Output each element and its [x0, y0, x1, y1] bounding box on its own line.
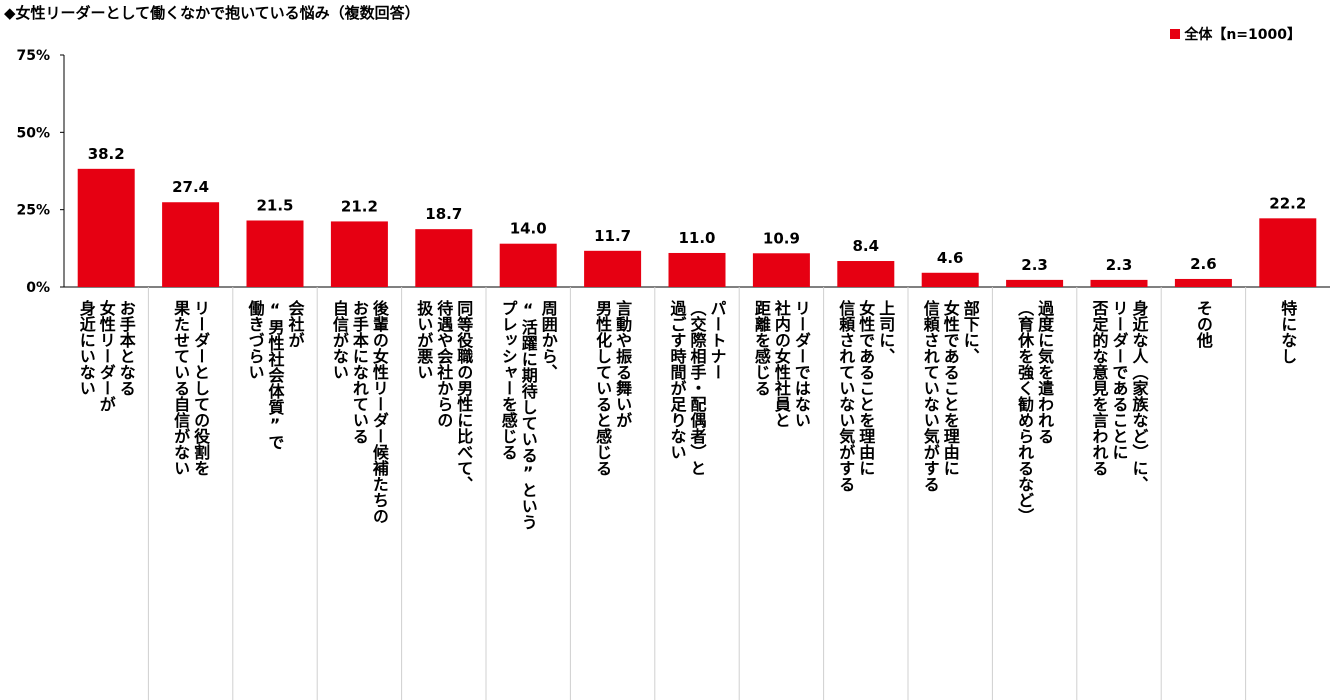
category-label: 女性リーダーが	[97, 299, 116, 412]
category-label: 言動や振る舞いが	[613, 299, 632, 428]
bar	[415, 229, 473, 287]
data-label: 11.0	[678, 229, 715, 247]
data-label: 2.6	[1190, 255, 1217, 273]
y-tick-label: 0%	[26, 280, 50, 296]
category-label: 距離を感じる	[752, 300, 771, 396]
category-label: 特になし	[1278, 299, 1297, 364]
data-label: 14.0	[510, 220, 547, 238]
data-label: 4.6	[937, 249, 964, 267]
data-label: 10.9	[763, 229, 800, 247]
y-tick-label: 25%	[16, 203, 50, 219]
bar	[837, 261, 895, 287]
category-label: 働きづらい	[246, 299, 266, 380]
bar	[584, 250, 642, 287]
category-label: 男性化していると感じる	[593, 300, 612, 476]
category-label: 待遇や会社からの	[434, 299, 454, 428]
category-label: その他	[1194, 300, 1214, 349]
category-label: リーダーとしての役割を	[191, 300, 210, 476]
chart-title: ◆女性リーダーとして働くなかで抱いている悩み（複数回答）	[4, 4, 420, 22]
category-label: 否定的な意見を言われる	[1090, 300, 1110, 476]
data-label: 27.4	[172, 178, 209, 196]
category-label: パートナー	[708, 300, 727, 380]
y-tick-label: 75%	[16, 48, 50, 64]
category-label: （交際相手・配偶者）と	[688, 300, 708, 476]
bar	[1174, 278, 1232, 287]
category-label: リーダーであることに	[1110, 300, 1129, 460]
category-label: 扱いが悪い	[414, 299, 433, 380]
data-label: 8.4	[853, 237, 880, 255]
bar	[330, 221, 388, 287]
category-label: 部下に、	[961, 299, 980, 364]
bar	[246, 220, 304, 287]
category-label: “活躍に期待している”という	[519, 300, 538, 530]
legend-label: 全体【n=1000】	[1184, 27, 1301, 43]
category-label: リーダーではない	[792, 300, 811, 428]
category-label: プレッシャーを感じる	[499, 299, 518, 460]
legend: 全体【n=1000】	[1170, 24, 1301, 44]
category-label: 自信がない	[330, 299, 349, 380]
bar	[499, 243, 557, 287]
category-label: 過度に気を遣われる	[1035, 300, 1055, 444]
category-label: お手本となる	[117, 300, 136, 396]
category-label: 信頼されていない気がする	[836, 299, 855, 492]
category-label: 社内の女性社員と	[772, 299, 792, 428]
category-label: お手本になれている	[350, 300, 369, 444]
category-label: “男性社会体質”で	[266, 300, 286, 450]
data-label: 2.3	[1021, 256, 1048, 274]
bar	[1090, 279, 1148, 287]
category-label: 後輩の女性リーダー候補たちの	[370, 299, 390, 524]
category-label: 同等役職の男性に比べて、	[454, 300, 474, 492]
data-label: 11.7	[594, 227, 631, 245]
category-label: 女性であることを理由に	[941, 299, 960, 476]
category-label: 身近な人（家族など）に、	[1130, 299, 1149, 492]
category-label: 女性であることを理由に	[856, 299, 875, 476]
data-label: 22.2	[1269, 194, 1306, 212]
category-label: 過ごす時間が足りない	[668, 300, 688, 460]
category-label: 会社が	[286, 299, 306, 348]
data-label: 2.3	[1106, 256, 1133, 274]
bar	[752, 253, 810, 287]
bar	[921, 272, 979, 287]
category-label: 信頼されていない気がする	[921, 299, 940, 492]
bar	[1259, 218, 1317, 287]
category-label: （育休を強く勧められるなど）	[1015, 300, 1035, 524]
data-label: 38.2	[88, 145, 125, 163]
legend-swatch	[1170, 29, 1181, 39]
bar	[668, 252, 726, 287]
category-label: 上司に、	[876, 300, 895, 364]
bar	[162, 202, 220, 287]
y-tick-label: 50%	[16, 125, 50, 141]
data-label: 18.7	[425, 205, 462, 223]
data-label: 21.2	[341, 197, 378, 215]
category-label: 身近にいない	[77, 299, 96, 396]
data-label: 21.5	[256, 196, 293, 214]
bar	[1006, 279, 1064, 287]
bar	[77, 168, 135, 287]
category-label: 果たせている自信がない	[171, 300, 191, 476]
category-label: 周囲から、	[539, 300, 558, 380]
